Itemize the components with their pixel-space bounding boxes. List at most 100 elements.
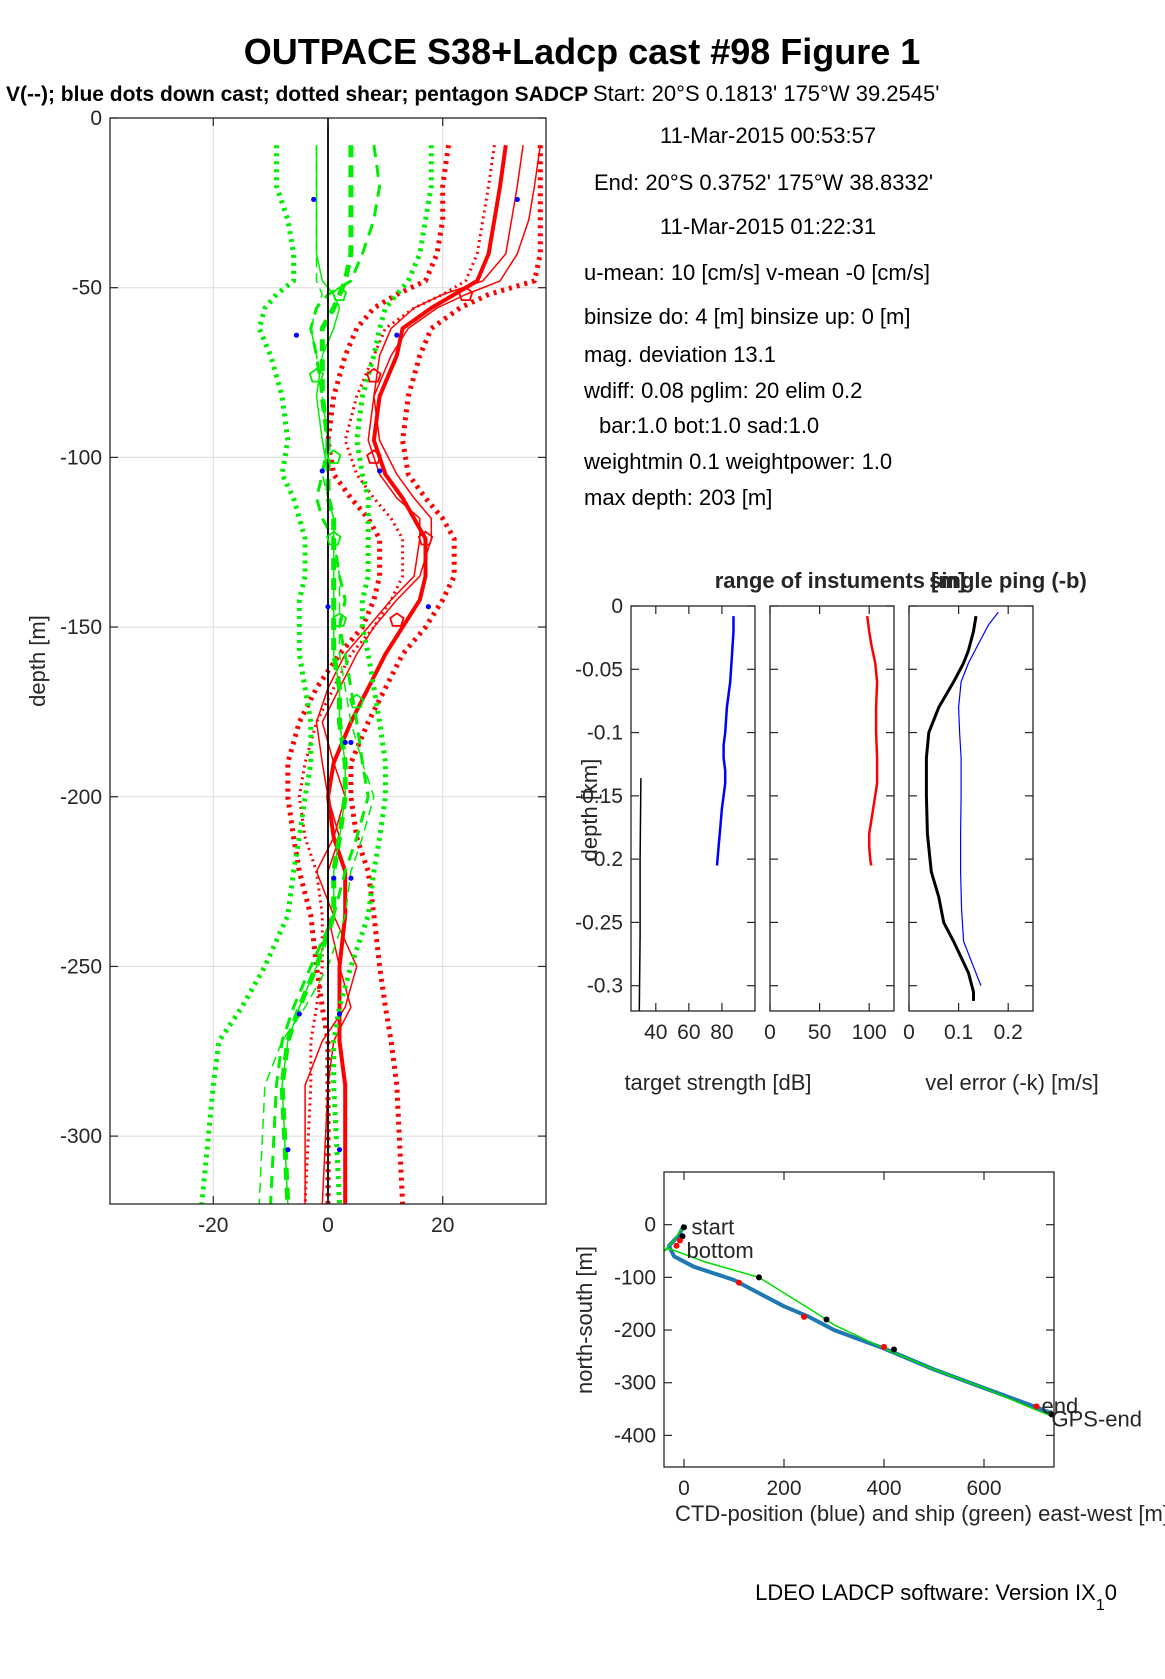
y-tick-label: -300 <box>60 1125 102 1148</box>
footer-tail: 0 <box>1105 1580 1117 1605</box>
info-line: bar:1.0 bot:1.0 sad:1.0 <box>599 413 819 438</box>
x-tick-label: 0 <box>322 1214 334 1237</box>
info-line: 11-Mar-2015 00:53:57 <box>660 123 876 148</box>
sadcp-pentagon <box>389 612 405 627</box>
sadcp-pentagon <box>326 530 342 546</box>
downcast-dot <box>514 196 520 203</box>
downcast-dot <box>285 1147 291 1153</box>
track-annotation: start <box>692 1214 735 1239</box>
axes-frame <box>908 605 1034 1012</box>
y-tick-label: -300 <box>614 1372 656 1395</box>
info-line: u-mean: 10 [cm/s] v-mean -0 [cm/s] <box>584 260 930 285</box>
series-line <box>258 145 375 1204</box>
position-marker <box>1048 1411 1055 1418</box>
target-strength-label: target strength [dB] <box>624 1070 811 1095</box>
figure-title: OUTPACE S38+Ladcp cast #98 Figure 1 <box>244 31 921 72</box>
x-tick-label: 200 <box>766 1477 801 1500</box>
cast-info-block: Start: 20°S 0.1813' 175°W 39.2545' 11-Mar… <box>583 81 939 510</box>
y-tick-label: -250 <box>60 955 102 978</box>
x-tick-label: 0.2 <box>994 1021 1023 1044</box>
y-tick-label: -200 <box>614 1319 656 1342</box>
axes-frame <box>769 605 895 1012</box>
x-tick-label: 20 <box>431 1214 454 1237</box>
footer-version: LDEO LADCP software: Version IX <box>755 1580 1096 1605</box>
downcast-dot <box>319 468 325 474</box>
info-line: wdiff: 0.08 pglim: 20 elim 0.2 <box>583 378 862 403</box>
footer: LDEO LADCP software: Version IX10 <box>755 1580 1117 1614</box>
info-line: 11-Mar-2015 01:22:31 <box>660 214 876 239</box>
position-marker <box>736 1279 742 1286</box>
x-tick-label: 100 <box>852 1021 887 1044</box>
target-strength-plot: 40 60 80 0 -0.05 -0.1 -0.15 -0.2 -0.25 -0.3 range … <box>575 568 965 1095</box>
y-tick-label: -100 <box>614 1266 656 1289</box>
plot-area <box>909 606 1033 1011</box>
sadcp-pentagon <box>308 367 325 383</box>
x-tick-label: 0.1 <box>944 1021 973 1044</box>
downcast-dot <box>377 468 383 474</box>
downcast-dot <box>336 1011 343 1017</box>
x-tick-label: 40 <box>644 1021 667 1044</box>
velocity-plot-title: V(--); blue dots down cast; dotted shear… <box>6 83 588 106</box>
info-line: mag. deviation 13.1 <box>584 342 776 367</box>
series-line <box>297 144 496 1204</box>
y-tick-label: 0 <box>90 107 102 130</box>
info-line: weightmin 0.1 weightpower: 1.0 <box>583 449 892 474</box>
plot-area <box>631 606 755 1011</box>
downcast-dot <box>425 604 431 610</box>
x-tick-label: 400 <box>866 1477 901 1500</box>
velocity-profile-plot: V(--); blue dots down cast; dotted shear… <box>6 83 588 1237</box>
position-marker <box>891 1346 897 1353</box>
sadcp-pentagon <box>326 449 342 464</box>
downcast-dot <box>325 604 331 610</box>
info-line: max depth: 203 [m] <box>584 485 772 510</box>
y-tick-label: -0.3 <box>587 975 623 998</box>
y-tick-label: -400 <box>614 1424 656 1447</box>
downcast-dot <box>342 739 348 746</box>
y-tick-label: -0.1 <box>587 722 623 745</box>
y-tick-label: -0.05 <box>575 658 623 681</box>
x-tick-label: 50 <box>808 1021 831 1044</box>
east-west-label: CTD-position (blue) and ship (green) eas… <box>675 1501 1165 1526</box>
depth-km-label: depth [km] <box>577 759 602 862</box>
range-title: range of instuments [m] <box>715 568 966 593</box>
range-plot: 0 50 100 <box>764 605 895 1044</box>
info-line: End: 20°S 0.3752' 175°W 38.8332' <box>594 170 933 195</box>
y-tick-label: -0.15 <box>575 785 623 808</box>
info-line: Start: 20°S 0.1813' 175°W 39.2545' <box>593 81 939 106</box>
y-tick-label: -100 <box>60 446 102 469</box>
sadcp-pentagon <box>331 286 348 302</box>
position-marker <box>1033 1403 1040 1410</box>
position-marker <box>681 1224 687 1231</box>
vel-error-plot: 0 0.1 0.2 single ping (-b) vel error (-k) [m… <box>903 568 1099 1095</box>
position-marker <box>677 1237 683 1244</box>
sadcp-pentagon <box>366 367 382 383</box>
position-marker <box>756 1274 762 1281</box>
position-marker <box>673 1242 680 1249</box>
x-tick-label: -20 <box>198 1214 228 1237</box>
series-line <box>957 611 999 986</box>
series-line <box>664 1224 1054 1418</box>
series-line <box>279 145 354 1204</box>
y-tick-label: -150 <box>60 616 102 639</box>
footer-text: LDEO LADCP software: Version IX10 <box>755 1580 1117 1614</box>
downcast-dot <box>348 739 354 746</box>
y-axis-label: depth [m] <box>25 615 50 707</box>
position-marker <box>823 1316 830 1323</box>
series-line <box>348 145 543 1204</box>
series-line <box>924 615 978 1001</box>
sadcp-pentagon <box>331 612 348 627</box>
info-line: binsize do: 4 [m] binsize up: 0 [m] <box>584 304 911 329</box>
axes-frame <box>630 605 756 1012</box>
vel-error-label: vel error (-k) [m/s] <box>925 1070 1099 1095</box>
downcast-dot <box>394 332 400 338</box>
y-tick-label: -200 <box>60 786 102 809</box>
plot-area <box>664 1172 1054 1467</box>
track-annotation: GPS-end <box>1052 1407 1143 1432</box>
y-tick-label: 0 <box>611 595 623 618</box>
single-ping-title: single ping (-b) <box>929 568 1087 593</box>
y-tick-label: -0.25 <box>575 911 623 934</box>
track-annotation: end <box>1042 1393 1079 1418</box>
footer-subscript: 1 <box>1096 1597 1105 1614</box>
x-tick-label: 0 <box>903 1021 915 1044</box>
